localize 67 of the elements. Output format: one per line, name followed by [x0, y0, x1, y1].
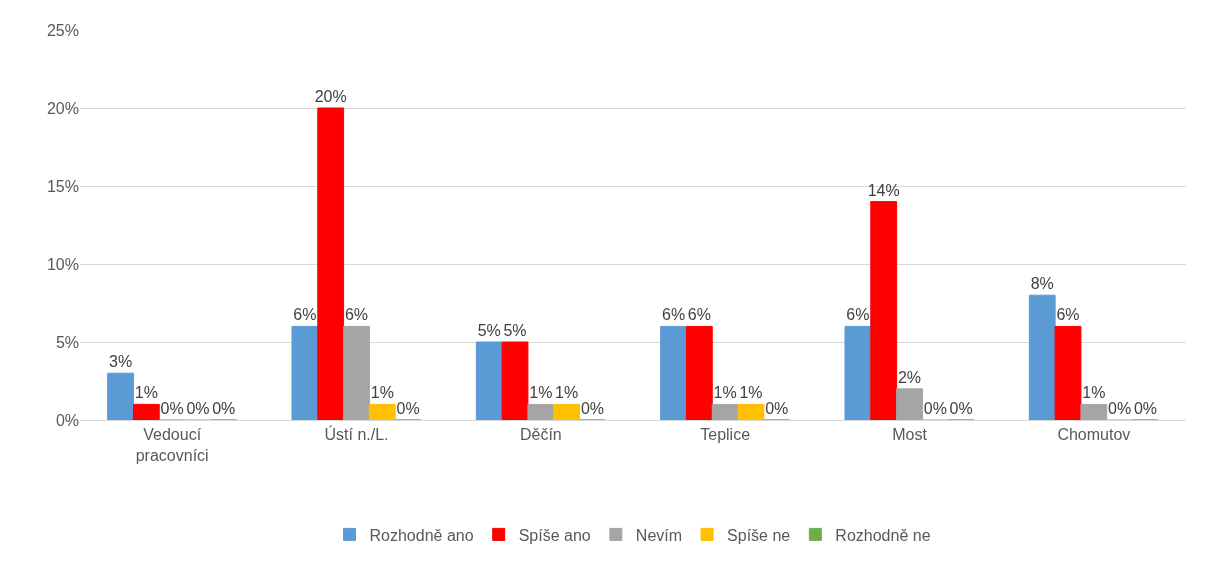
data-label: 20% — [314, 88, 347, 105]
data-label: 0% — [160, 400, 184, 417]
legend-label: Spíše ne — [727, 526, 791, 544]
data-label: 3% — [108, 353, 133, 371]
x-tick-label: Teplice — [700, 426, 751, 444]
data-label: 6% — [846, 306, 870, 324]
data-label: 6% — [293, 306, 317, 324]
bar — [1028, 294, 1056, 420]
data-label: 14% — [867, 181, 900, 199]
data-label: 1% — [370, 384, 394, 402]
bar — [317, 107, 345, 420]
bar — [844, 325, 872, 420]
x-tick-label: Děčín — [519, 426, 562, 444]
bar — [475, 341, 503, 420]
data-label: 1% — [739, 384, 763, 402]
y-tick-label: 15% — [46, 177, 79, 195]
bar — [896, 388, 923, 420]
data-label: 6% — [687, 306, 711, 324]
data-label: 0% — [1133, 400, 1158, 417]
data-label: 8% — [1030, 275, 1054, 293]
y-tick-label: 0% — [55, 411, 79, 429]
data-label: 1% — [555, 384, 579, 402]
data-label: 5% — [503, 322, 527, 339]
bar — [870, 201, 898, 420]
data-label: 0% — [1108, 400, 1132, 417]
data-label: 0% — [765, 400, 789, 417]
data-label: 5% — [477, 322, 501, 339]
data-label: 0% — [396, 400, 420, 417]
data-label: 0% — [212, 400, 236, 417]
x-tick-label: Ústí n./L. — [324, 425, 389, 444]
data-label: 1% — [134, 384, 158, 402]
bar — [501, 341, 529, 420]
bar — [107, 372, 134, 420]
legend-label: Rozhodně ano — [369, 526, 474, 544]
data-label: 6% — [1056, 306, 1080, 324]
bar — [1080, 403, 1108, 420]
data-label: 6% — [344, 306, 369, 324]
legend-label: Spíše ano — [518, 526, 591, 544]
data-label: 2% — [897, 368, 922, 386]
bar — [132, 403, 160, 420]
bar — [291, 325, 319, 420]
y-tick-label: 5% — [55, 333, 79, 351]
bar — [737, 403, 765, 420]
legend-label: Nevím — [635, 526, 683, 544]
data-label: 0% — [186, 400, 210, 417]
y-tick-label: 25% — [46, 21, 79, 39]
data-label: 1% — [713, 384, 737, 402]
bar — [1054, 325, 1082, 420]
x-tick-label: Chomutov — [1057, 426, 1131, 444]
bar — [660, 325, 687, 420]
data-label: 1% — [1082, 384, 1106, 402]
bar — [368, 403, 396, 420]
y-tick-label: 10% — [46, 255, 79, 273]
bar — [343, 325, 370, 420]
x-tick-label: Most — [892, 426, 928, 444]
data-label: 0% — [949, 400, 973, 417]
data-label: 0% — [923, 400, 947, 417]
bar — [553, 403, 581, 420]
y-tick-label: 20% — [46, 99, 79, 117]
bar — [527, 403, 555, 420]
bar — [711, 403, 739, 420]
data-label: 6% — [661, 306, 686, 324]
data-label: 1% — [529, 384, 553, 402]
legend-label: Rozhodně ne — [835, 526, 931, 544]
data-label: 0% — [580, 400, 605, 417]
bar — [685, 325, 713, 420]
x-tick-label: Vedoucí pracovníci — [135, 426, 209, 464]
